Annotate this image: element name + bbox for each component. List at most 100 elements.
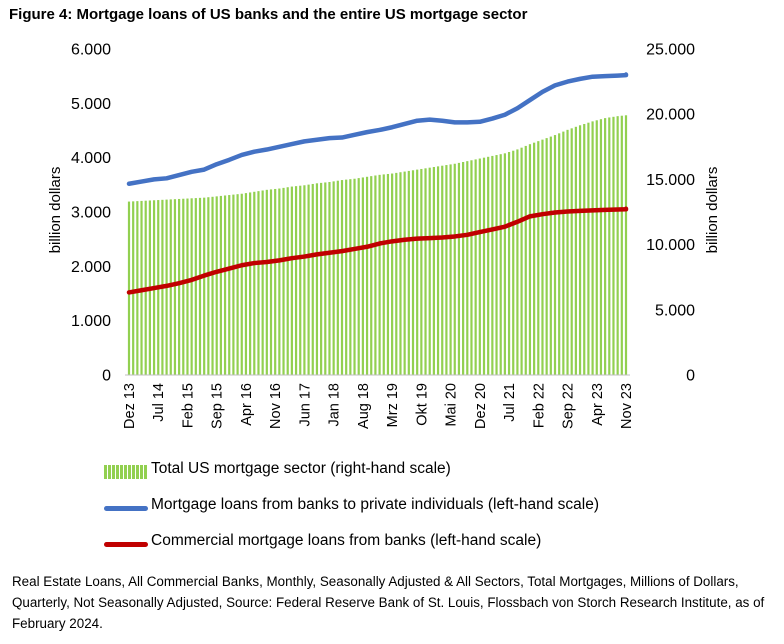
total-mortgage-bar xyxy=(332,181,335,375)
total-mortgage-bar xyxy=(399,172,402,375)
left-tick-label: 3.000 xyxy=(71,205,111,222)
total-mortgage-bar xyxy=(516,149,519,375)
total-mortgage-bar xyxy=(249,192,252,375)
total-mortgage-bar xyxy=(265,189,268,375)
source-note: Real Estate Loans, All Commercial Banks,… xyxy=(12,574,765,631)
x-tick-label: Jun 17 xyxy=(297,383,313,427)
legend-label: Total US mortgage sector (right-hand sca… xyxy=(151,460,451,477)
x-axis: Dez 13 Jul 14 Feb 15 Sep 15 Apr 16 Nov 16 Jun … xyxy=(122,383,635,429)
total-mortgage-bar xyxy=(290,186,293,375)
total-mortgage-bar xyxy=(236,194,239,375)
total-mortgage-bar xyxy=(370,176,373,375)
total-mortgage-bar xyxy=(470,160,473,375)
total-mortgage-bar xyxy=(591,121,594,376)
total-mortgage-bar xyxy=(441,165,444,375)
total-mortgage-bar xyxy=(294,186,298,375)
left-axis-label: billion dollars xyxy=(47,167,64,254)
total-mortgage-bar xyxy=(286,187,289,375)
total-mortgage-bar xyxy=(558,133,561,375)
left-tick-label: 0 xyxy=(102,368,111,385)
total-mortgage-bar xyxy=(136,201,139,375)
total-mortgage-bar xyxy=(562,131,565,375)
total-mortgage-bar xyxy=(203,197,206,375)
total-mortgage-bar xyxy=(361,177,364,375)
total-mortgage-bar xyxy=(303,185,306,375)
total-mortgage-bar xyxy=(374,175,377,375)
total-mortgage-bar xyxy=(340,180,344,375)
total-mortgage-bar xyxy=(537,141,540,375)
total-mortgage-bar xyxy=(424,168,427,375)
total-mortgage-bar xyxy=(453,163,456,375)
total-mortgage-bar xyxy=(198,197,202,375)
total-mortgage-bar xyxy=(533,142,536,375)
total-mortgage-bar xyxy=(574,126,577,375)
total-mortgage-bar xyxy=(491,155,494,375)
total-mortgage-bar xyxy=(215,196,218,375)
total-mortgage-bar xyxy=(549,136,552,375)
total-mortgage-bar xyxy=(173,199,177,375)
total-mortgage-bar xyxy=(528,144,532,375)
x-tick-label: Mrz 19 xyxy=(385,383,401,427)
total-mortgage-bar xyxy=(320,182,323,375)
total-mortgage-bar xyxy=(616,116,619,375)
total-mortgage-bar xyxy=(583,123,586,375)
total-mortgage-bar xyxy=(428,167,431,375)
total-mortgage-bar xyxy=(253,191,256,375)
total-mortgage-bar xyxy=(274,188,277,375)
total-mortgage-bar xyxy=(520,147,523,375)
total-mortgage-bar xyxy=(478,158,481,375)
total-mortgage-bar xyxy=(462,162,465,375)
total-mortgage-bar xyxy=(186,198,189,375)
left-tick-label: 1.000 xyxy=(71,313,111,330)
total-mortgage-bar xyxy=(449,164,452,375)
total-mortgage-bar xyxy=(311,183,314,375)
total-mortgage-bar xyxy=(315,183,319,375)
total-mortgage-bar xyxy=(407,170,410,375)
total-mortgage-bar xyxy=(604,118,607,376)
legend-swatch-line xyxy=(104,542,148,547)
legend-swatch-bar xyxy=(104,465,148,479)
total-mortgage-bar xyxy=(432,167,435,375)
right-tick-label: 0 xyxy=(686,368,695,385)
total-mortgage-bar xyxy=(328,182,331,375)
total-mortgage-bar xyxy=(278,188,281,375)
x-tick-label: Feb 22 xyxy=(531,383,547,428)
total-mortgage-bar xyxy=(207,197,210,375)
x-tick-label: Okt 19 xyxy=(414,383,430,426)
total-mortgage-bar xyxy=(545,138,548,375)
total-mortgage-bar xyxy=(395,172,398,375)
total-mortgage-bar xyxy=(190,198,193,375)
total-mortgage-bar xyxy=(487,156,490,375)
total-mortgage-bar xyxy=(336,180,339,375)
x-tick-label: Nov 23 xyxy=(619,383,635,429)
total-mortgage-bar xyxy=(445,165,448,375)
total-mortgage-bar xyxy=(624,115,628,375)
legend-label: Mortgage loans from banks to private ind… xyxy=(151,496,600,513)
right-axis-label: billion dollars xyxy=(704,167,721,254)
legend-label: Commercial mortgage loans from banks (le… xyxy=(151,532,542,549)
total-mortgage-bar xyxy=(386,173,390,375)
total-mortgage-bar xyxy=(499,154,502,375)
total-mortgage-bar xyxy=(474,159,477,375)
total-mortgage-bar xyxy=(228,195,231,375)
total-mortgage-bar xyxy=(436,166,440,375)
total-mortgage-bar xyxy=(182,198,185,375)
x-tick-label: Dez 13 xyxy=(122,383,138,429)
total-mortgage-bar xyxy=(357,178,360,375)
right-tick-label: 20.000 xyxy=(646,107,695,124)
total-mortgage-bar xyxy=(232,194,235,375)
total-mortgage-bar xyxy=(211,196,214,375)
private-loans-line xyxy=(126,72,629,186)
total-mortgage-bar xyxy=(282,187,285,375)
total-mortgage-bar xyxy=(391,173,394,375)
total-mortgage-bar xyxy=(595,120,598,375)
total-mortgage-bar xyxy=(524,145,527,375)
total-mortgage-bar xyxy=(612,116,615,375)
total-mortgage-bar xyxy=(507,152,511,375)
total-mortgage-bar xyxy=(608,117,611,376)
total-mortgage-bar xyxy=(269,189,273,375)
x-tick-label: Aug 18 xyxy=(356,383,372,429)
left-y-axis: 0 1.000 2.000 3.000 4.000 5.000 6.000 xyxy=(71,42,111,385)
total-mortgage-bar xyxy=(132,201,135,375)
total-mortgage-bar xyxy=(365,176,369,375)
